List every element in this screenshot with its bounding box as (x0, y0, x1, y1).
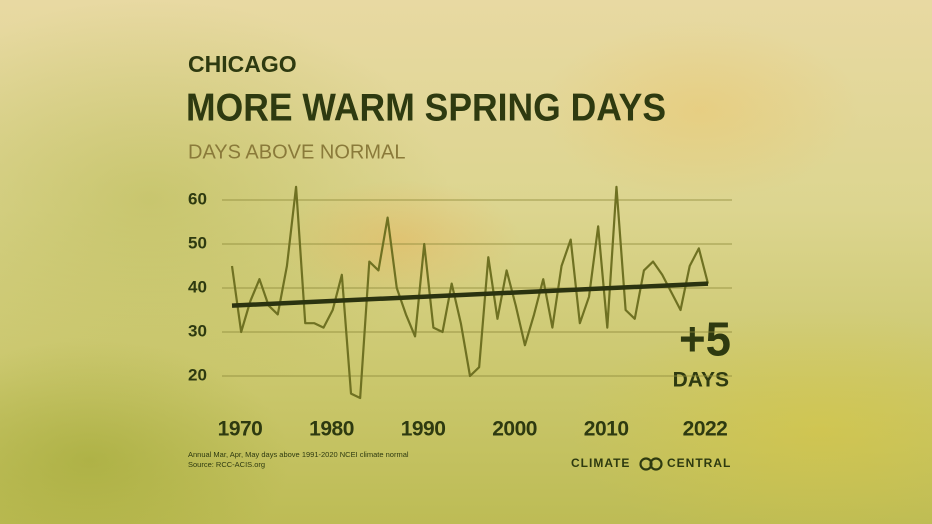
note: Annual Mar, Apr, May days above 1991-202… (188, 450, 409, 459)
y-tick-label: 20 (188, 365, 207, 384)
chart-title: MORE WARM SPRING DAYS (186, 86, 666, 129)
annotation-value: +5 (679, 314, 731, 367)
x-tick-label: 2022 (683, 418, 728, 441)
annotation-unit: DAYS (673, 369, 729, 392)
y-tick-label: 60 (188, 189, 207, 208)
kicker: CHICAGO (188, 51, 297, 77)
data-line (230, 185, 710, 400)
x-tick-label: 1970 (218, 418, 263, 441)
logo-icon (649, 457, 663, 471)
y-tick-label: 50 (188, 233, 207, 252)
x-tick-label: 2000 (492, 418, 537, 441)
y-tick-label: 40 (188, 277, 207, 296)
chart-subtitle: DAYS ABOVE NORMAL (188, 141, 405, 163)
x-tick-label: 1980 (309, 418, 354, 441)
x-tick-label: 1990 (401, 418, 446, 441)
y-tick-label: 30 (188, 321, 207, 340)
x-tick-label: 2010 (584, 418, 629, 441)
note: Source: RCC-ACIS.org (188, 460, 265, 469)
trend-line (231, 281, 709, 308)
logo-text: CLIMATE (571, 456, 630, 470)
logo-text: CENTRAL (667, 456, 731, 470)
